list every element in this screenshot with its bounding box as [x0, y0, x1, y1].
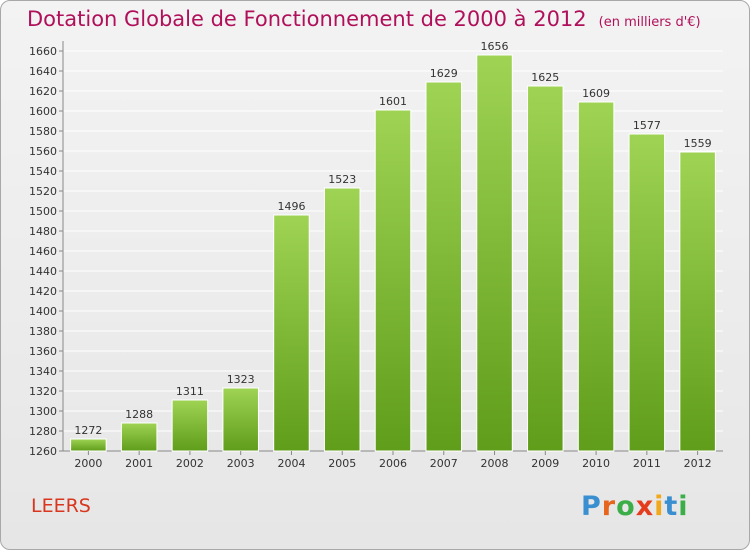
data-label: 1601 — [379, 95, 407, 108]
data-label: 1656 — [481, 40, 509, 53]
y-tick-label: 1660 — [29, 45, 57, 58]
y-tick-label: 1580 — [29, 125, 57, 138]
x-tick-label: 2009 — [531, 457, 559, 470]
bar — [222, 387, 259, 452]
y-tick-label: 1460 — [29, 245, 57, 258]
bar — [273, 214, 310, 452]
x-tick-label: 2011 — [633, 457, 661, 470]
bar — [476, 54, 513, 452]
y-tick-label: 1480 — [29, 225, 57, 238]
bar — [577, 101, 615, 452]
y-tick-label: 1360 — [29, 345, 57, 358]
logo-letter: i — [678, 491, 689, 522]
x-tick-label: 2012 — [684, 457, 712, 470]
bar — [425, 81, 463, 452]
logo-letter: P — [581, 491, 602, 522]
data-label: 1577 — [633, 119, 661, 132]
y-tick-label: 1520 — [29, 185, 57, 198]
y-tick-label: 1300 — [29, 405, 57, 418]
y-tick-label: 1260 — [29, 445, 57, 458]
x-tick-label: 2008 — [481, 457, 509, 470]
bar — [527, 85, 564, 452]
x-tick-label: 2001 — [125, 457, 153, 470]
y-tick-label: 1640 — [29, 65, 57, 78]
data-label: 1625 — [531, 71, 559, 84]
y-tick-label: 1560 — [29, 145, 57, 158]
y-tick-label: 1380 — [29, 325, 57, 338]
data-label: 1311 — [176, 385, 204, 398]
bar — [679, 151, 716, 452]
bar — [323, 187, 361, 452]
y-tick-label: 1540 — [29, 165, 57, 178]
y-tick-label: 1420 — [29, 285, 57, 298]
logo-letter: i — [654, 491, 665, 522]
x-tick-label: 2002 — [176, 457, 204, 470]
data-label: 1323 — [227, 373, 255, 386]
y-tick-label: 1320 — [29, 385, 57, 398]
unit-label: (en milliers d'€) — [598, 15, 701, 30]
y-tick-label: 1440 — [29, 265, 57, 278]
x-axis: 2000 2001 2002 2003 2004 2005 2006 2007 2008 2009… — [74, 451, 712, 470]
data-label: 1523 — [328, 173, 356, 186]
proxiti-logo[interactable]: Proxiti — [581, 491, 689, 522]
y-tick-label: 1340 — [29, 365, 57, 378]
bar — [374, 109, 412, 452]
data-labels: 1272 1288 1311 1323 1496 1523 1601 1629 1656 1625… — [74, 40, 711, 437]
logo-letter: x — [635, 491, 655, 522]
y-tick-label: 1280 — [29, 425, 57, 438]
logo-letter: r — [601, 491, 617, 522]
bars — [70, 54, 716, 452]
x-tick-label: 2006 — [379, 457, 407, 470]
commune-name: LEERS — [31, 495, 91, 517]
data-label: 1629 — [430, 67, 458, 80]
x-tick-label: 2000 — [74, 457, 102, 470]
logo-letter: t — [664, 491, 679, 522]
bar — [171, 399, 209, 452]
chart-title: Dotation Globale de Fonctionnement de 20… — [27, 7, 701, 31]
bar — [628, 133, 666, 452]
x-tick-label: 2007 — [430, 457, 458, 470]
y-tick-label: 1500 — [29, 205, 57, 218]
x-tick-label: 2005 — [328, 457, 356, 470]
x-tick-label: 2010 — [582, 457, 610, 470]
y-tick-label: 1400 — [29, 305, 57, 318]
y-tick-label: 1620 — [29, 85, 57, 98]
bar — [70, 438, 107, 452]
data-label: 1272 — [74, 424, 102, 437]
y-tick-label: 1600 — [29, 105, 57, 118]
x-tick-label: 2004 — [277, 457, 305, 470]
title-text: Dotation Globale de Fonctionnement de 20… — [27, 7, 587, 31]
logo-letter: o — [616, 491, 636, 522]
data-label: 1609 — [582, 87, 610, 100]
data-label: 1496 — [277, 200, 305, 213]
x-tick-label: 2003 — [227, 457, 255, 470]
data-label: 1559 — [684, 137, 712, 150]
bar — [120, 422, 158, 452]
data-label: 1288 — [125, 408, 153, 421]
